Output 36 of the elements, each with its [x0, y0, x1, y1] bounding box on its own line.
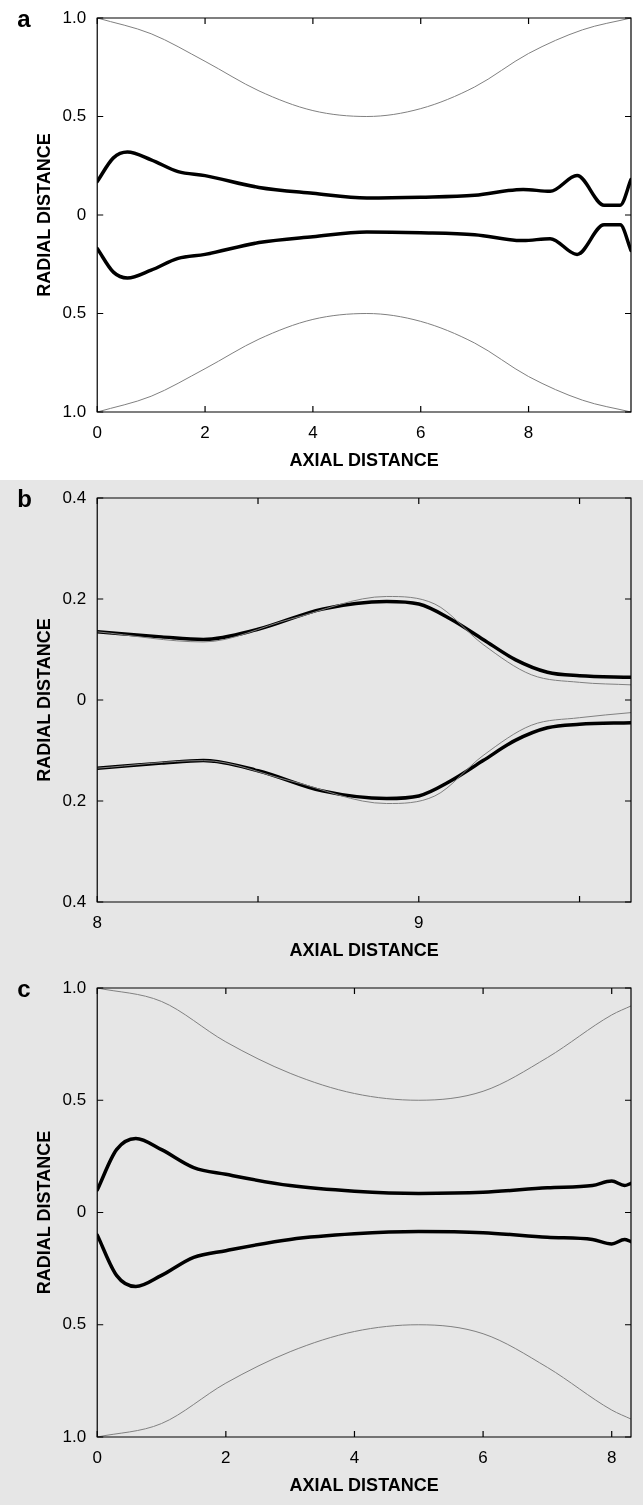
y-tick-label: 0: [76, 204, 87, 224]
x-tick-label: 2: [200, 422, 210, 442]
chart-title: a: [17, 4, 32, 32]
y-tick-label: 0: [76, 689, 87, 709]
y-tick-label: 0: [76, 1202, 87, 1222]
x-tick-label: 9: [414, 912, 424, 932]
y-tick-label: 0.5: [62, 106, 87, 126]
x-tick-label: 0: [92, 1447, 102, 1467]
y-tick-label: 0.2: [62, 790, 87, 810]
x-tick-label: 6: [478, 1447, 488, 1467]
y-axis-title: RADIAL DISTANCE: [33, 1130, 54, 1295]
y-tick-label: 1.0: [62, 7, 87, 27]
chart-title: c: [17, 974, 31, 1002]
y-tick-label: 1.0: [62, 401, 87, 421]
chart-title: b: [17, 484, 32, 512]
y-tick-label: 1.0: [62, 1426, 87, 1446]
x-tick-label: 8: [606, 1447, 617, 1467]
x-tick-label: 8: [523, 422, 534, 442]
y-tick-label: 0.2: [62, 588, 87, 608]
y-tick-label: 0.5: [62, 303, 87, 323]
y-tick-label: 0.4: [62, 891, 87, 911]
x-tick-label: 4: [349, 1447, 360, 1467]
x-tick-label: 2: [221, 1447, 231, 1467]
x-tick-label: 4: [308, 422, 318, 442]
x-axis-title: AXIAL DISTANCE: [289, 940, 439, 961]
y-axis-title: RADIAL DISTANCE: [33, 618, 54, 782]
x-axis-title: AXIAL DISTANCE: [289, 1475, 439, 1496]
y-tick-label: 0.4: [62, 487, 87, 507]
x-tick-label: 8: [92, 912, 102, 932]
y-tick-label: 1.0: [62, 977, 87, 997]
y-tick-label: 0.5: [62, 1314, 87, 1334]
y-tick-label: 0.5: [62, 1089, 87, 1109]
y-axis-title: RADIAL DISTANCE: [33, 133, 54, 297]
x-axis-title: AXIAL DISTANCE: [289, 450, 439, 471]
x-tick-label: 6: [415, 422, 426, 442]
x-tick-label: 0: [92, 422, 102, 442]
